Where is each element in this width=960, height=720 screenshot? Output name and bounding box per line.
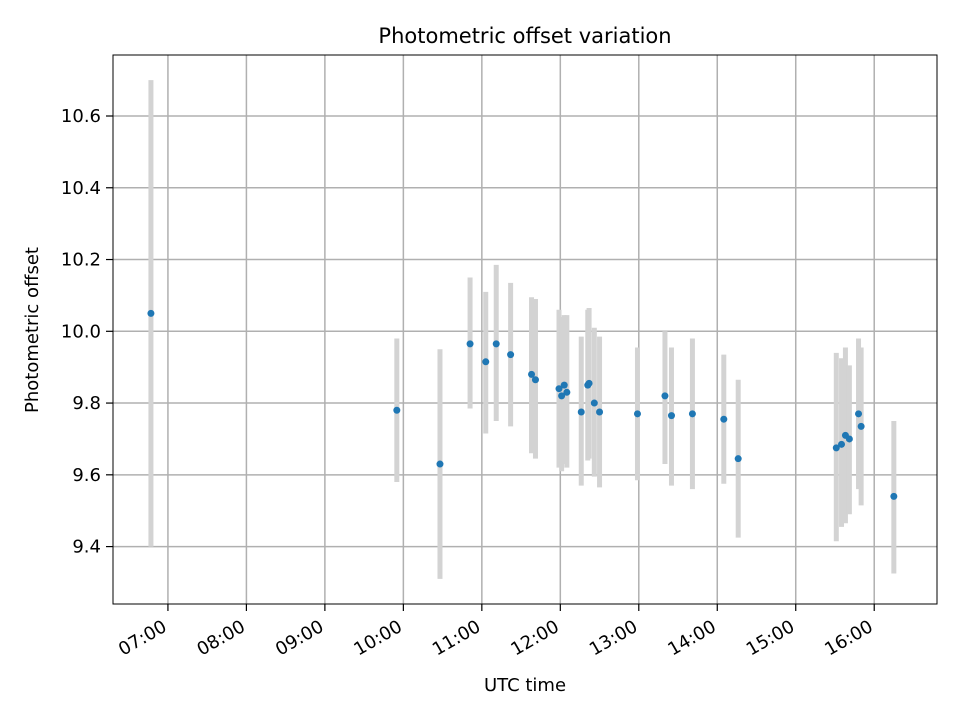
y-axis-label: Photometric offset xyxy=(22,247,43,413)
data-point xyxy=(832,444,840,452)
data-point xyxy=(482,358,490,366)
data-point xyxy=(845,435,853,443)
data-point xyxy=(857,422,865,430)
data-point xyxy=(507,351,515,359)
data-point xyxy=(555,385,563,393)
data-point xyxy=(734,455,742,463)
y-tick-label: 9.4 xyxy=(72,537,101,558)
y-tick-label: 10.4 xyxy=(61,178,101,199)
y-tick-label: 10.0 xyxy=(61,321,101,342)
data-point xyxy=(590,399,598,407)
y-tick-label: 9.6 xyxy=(72,465,101,486)
data-point xyxy=(720,415,728,423)
y-tick-label: 9.8 xyxy=(72,393,101,414)
chart-title: Photometric offset variation xyxy=(378,24,671,48)
y-axis-ticks: 9.4 9.6 9.8 10.0 10.2 10.4 10.6 xyxy=(61,106,113,558)
data-point xyxy=(466,340,474,348)
data-point xyxy=(688,410,696,418)
data-point xyxy=(596,408,604,416)
data-point xyxy=(531,376,539,384)
data-point xyxy=(528,370,536,378)
data-point xyxy=(560,381,568,389)
data-point xyxy=(661,392,669,400)
y-tick-label: 10.2 xyxy=(61,250,101,271)
data-point xyxy=(667,412,675,420)
data-point xyxy=(393,406,401,414)
data-point xyxy=(577,408,585,416)
data-point xyxy=(558,392,566,400)
data-point xyxy=(890,492,898,500)
y-tick-label: 10.6 xyxy=(61,106,101,127)
data-point xyxy=(855,410,863,418)
data-point xyxy=(436,460,444,468)
data-points xyxy=(147,309,898,500)
x-axis-label: UTC time xyxy=(484,675,566,696)
data-point xyxy=(563,388,571,396)
plot-area-frame xyxy=(112,54,938,605)
data-point xyxy=(585,379,593,387)
data-point xyxy=(147,309,155,317)
data-point xyxy=(838,440,846,448)
data-point xyxy=(633,410,641,418)
data-point xyxy=(492,340,500,348)
